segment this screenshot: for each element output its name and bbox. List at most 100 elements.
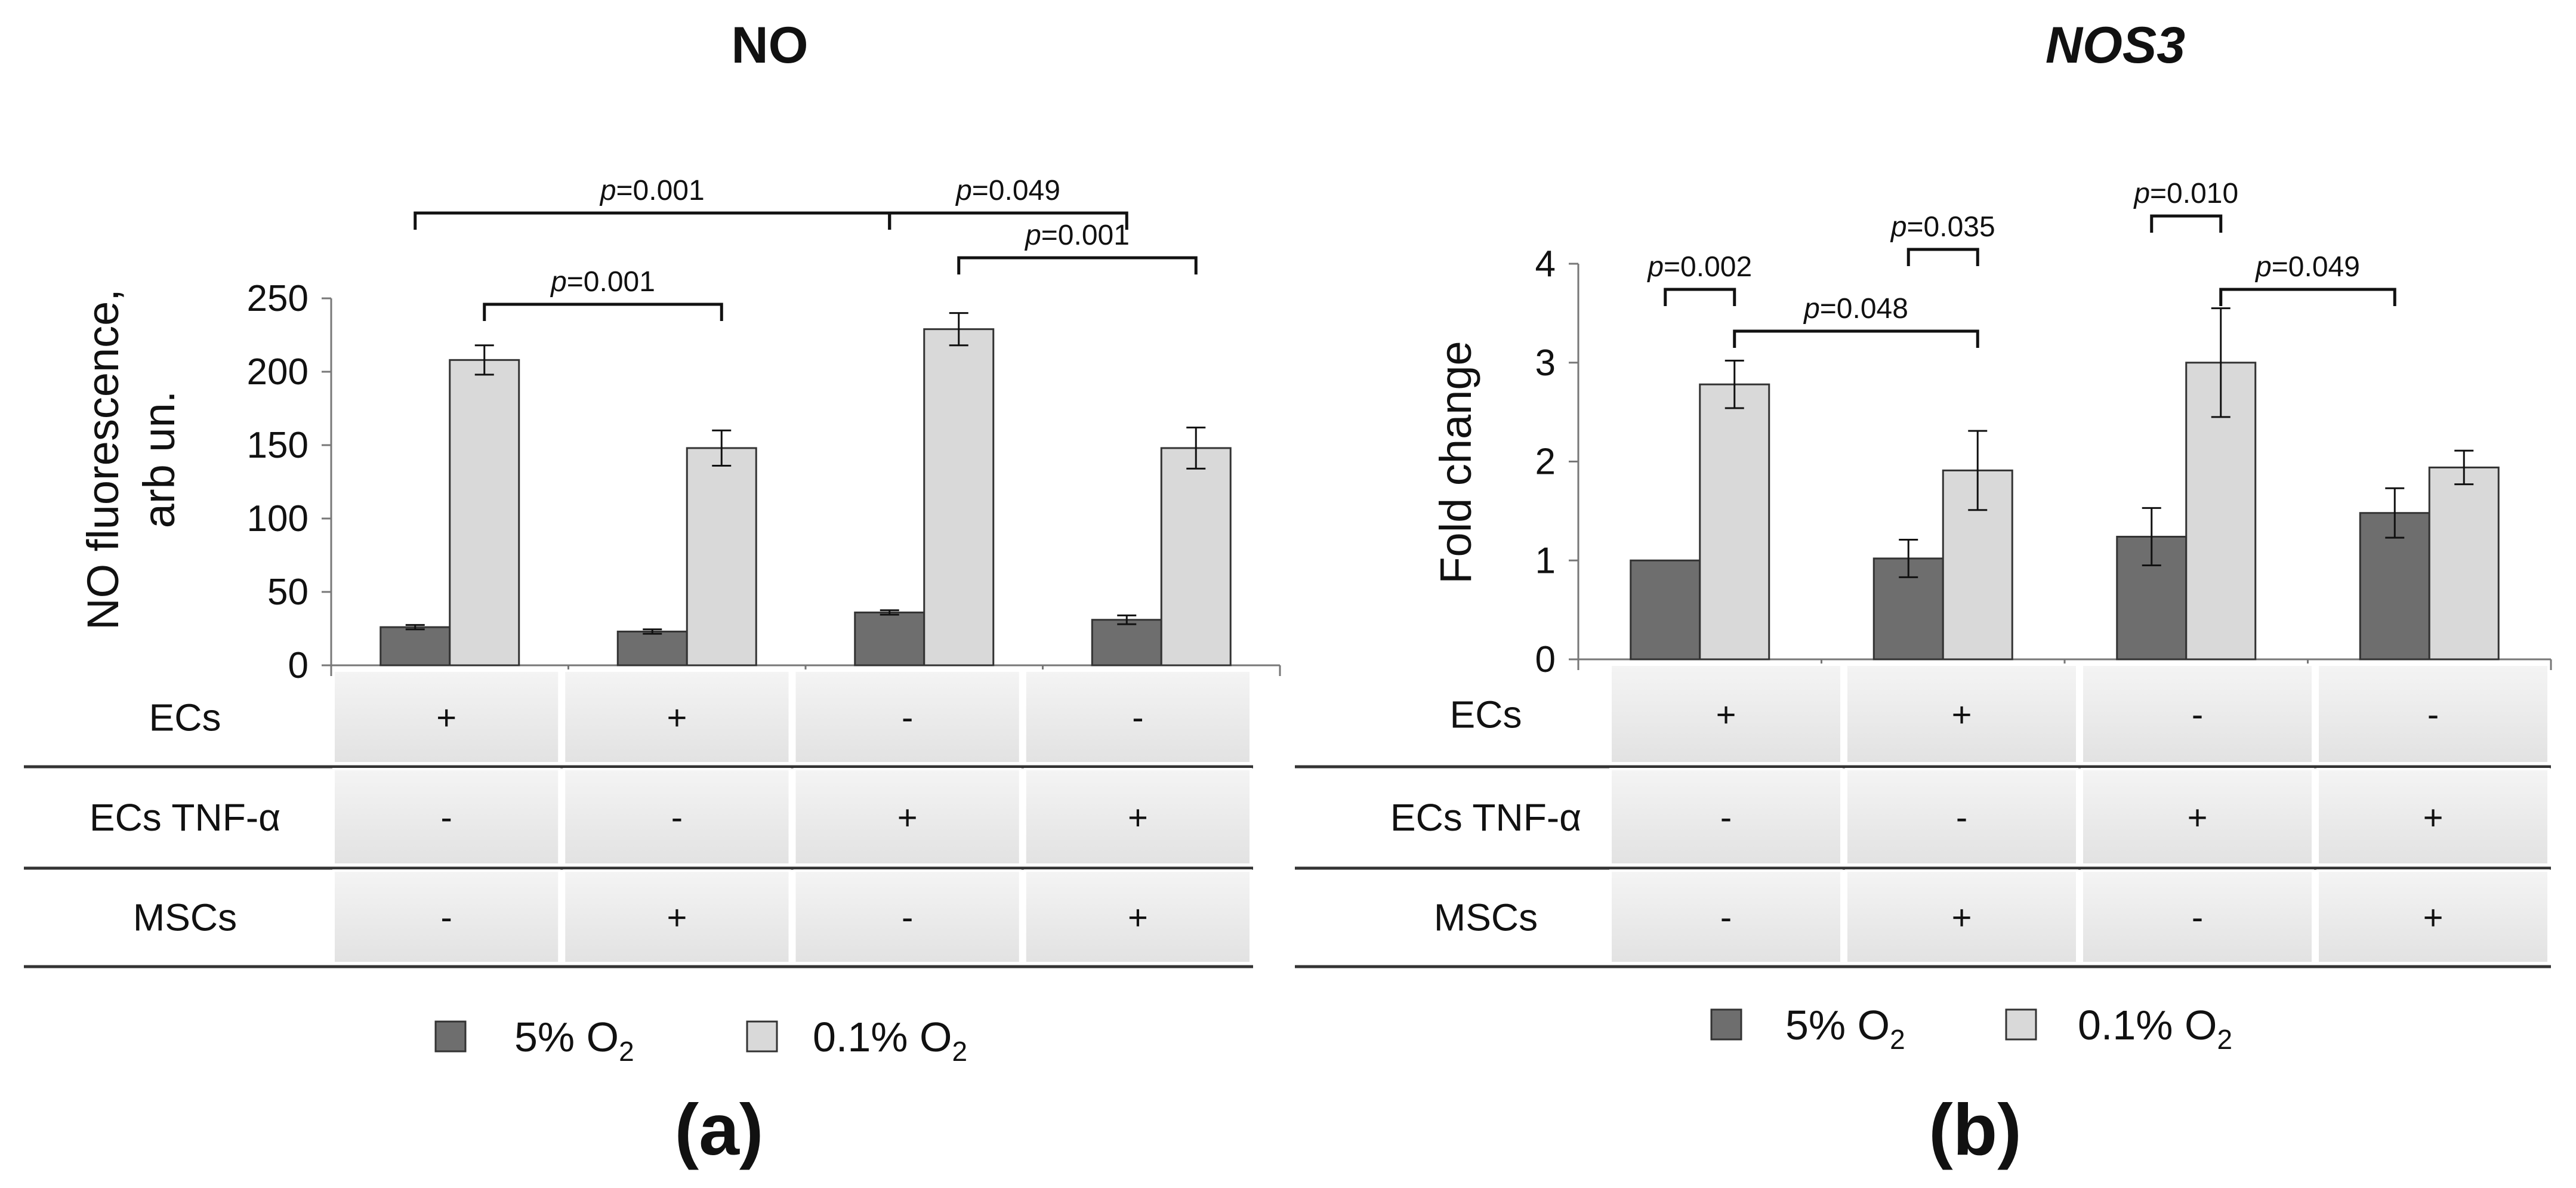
bar-01pct: [1699, 383, 1770, 661]
condition-mark: +: [2423, 798, 2444, 837]
y-tick-label: 150: [247, 425, 308, 466]
legend-label-01pct: 0.1% O2: [2078, 1002, 2232, 1055]
condition-mark: -: [1132, 699, 1143, 738]
significance-bracket: [2150, 214, 2223, 233]
y-tick-label: 250: [247, 278, 308, 319]
table-cell: [1609, 869, 1843, 964]
condition-mark: -: [902, 699, 913, 738]
significance-bracket: [1664, 288, 1736, 306]
legend-label-01pct: 0.1% O2: [813, 1014, 967, 1067]
bar-5pct: [1630, 559, 1701, 661]
row-label: MSCs: [133, 896, 237, 939]
legend-swatch-5pct: [434, 1020, 467, 1053]
table-cell: [563, 869, 791, 964]
significance-bracket: [483, 303, 723, 321]
condition-mark: +: [1716, 696, 1736, 735]
condition-mark: +: [1952, 899, 1972, 937]
legend-label-5pct: 5% O2: [514, 1014, 634, 1067]
y-tick-label: 0: [1535, 639, 1556, 680]
table-cell: [1845, 768, 2078, 866]
significance-bracket: [1733, 329, 1979, 348]
bar-5pct: [616, 630, 688, 666]
p-value-label: p=0.002: [1646, 251, 1752, 283]
p-value-label: p=0.035: [1890, 211, 1995, 243]
row-label: ECs TNF-α: [1390, 796, 1581, 839]
y-tick-label: 3: [1535, 342, 1556, 384]
table-cell: [2316, 768, 2550, 866]
legend: 5% O2 0.1% O2: [434, 1014, 967, 1067]
y-tick-label: 50: [267, 572, 308, 613]
p-value-label: p=0.001: [599, 175, 705, 206]
y-axis-label-line-2: arb un.: [134, 391, 184, 528]
table-cell: [793, 669, 1022, 764]
table-cell: [1023, 869, 1252, 964]
bar-01pct: [449, 359, 520, 666]
significance-bracket: [2219, 288, 2396, 306]
table-cell: [2316, 664, 2550, 764]
table-cell: [332, 869, 561, 964]
row-label: ECs: [1450, 693, 1522, 736]
condition-mark: +: [2188, 798, 2208, 837]
panel-a-no: NO NO fluorescence, arb un. 0 50 100 150 200…: [24, 17, 1281, 1170]
significance-bracket: [1906, 248, 1979, 266]
legend: 5% O2 0.1% O2: [1710, 1002, 2232, 1055]
p-value-label: p=0.049: [2254, 251, 2360, 283]
y-axis-label-line-1: NO fluorescence,: [78, 289, 128, 630]
y-tick-label: 2: [1535, 442, 1556, 483]
panel-label: (b): [1929, 1089, 2022, 1170]
condition-mark: -: [440, 899, 452, 937]
condition-mark: -: [1720, 798, 1732, 837]
condition-mark: -: [2427, 696, 2439, 735]
table-cell: [1609, 664, 1843, 764]
y-tick-label: 1: [1535, 540, 1556, 581]
condition-mark: -: [2192, 899, 2203, 937]
condition-table: ECs + + - - ECs TNF-α - - + + MSCs - + - +: [1295, 664, 2551, 968]
table-cell: [1023, 768, 1252, 866]
y-tick-label: 4: [1535, 243, 1556, 285]
condition-mark: -: [1720, 899, 1732, 937]
condition-mark: -: [2192, 696, 2203, 735]
table-cell: [332, 768, 561, 866]
condition-mark: +: [897, 798, 918, 837]
legend-swatch-5pct: [1710, 1008, 1742, 1041]
plot-area: 0 1 2 3 4 p=0.002 p=0.048 p=0.035 p=0.010 p=0.049: [1535, 178, 2552, 680]
table-cell: [563, 768, 791, 866]
significance-bracket: [957, 256, 1198, 274]
condition-mark: +: [2423, 899, 2444, 937]
condition-mark: -: [1956, 798, 1967, 837]
bar-5pct: [380, 626, 451, 666]
p-value-label: p=0.001: [550, 266, 655, 298]
bar-01pct: [2428, 466, 2500, 661]
bar-5pct: [1091, 619, 1162, 666]
condition-mark: +: [667, 899, 687, 937]
panel-label: (a): [674, 1089, 763, 1170]
condition-mark: -: [902, 899, 913, 937]
table-cell: [2081, 869, 2314, 964]
p-value-label: p=0.001: [1024, 220, 1130, 251]
p-value-label: p=0.048: [1803, 293, 1908, 325]
table-cell: [1845, 664, 2078, 764]
panel-b-nos3: NOS3 Fold change 0 1 2 3 4 p=0.002 p=0.048 p=0.…: [1295, 17, 2552, 1170]
condition-mark: +: [1952, 696, 1972, 735]
bar-01pct: [686, 447, 757, 666]
legend-swatch-01pct: [2005, 1008, 2037, 1041]
table-cell: [332, 669, 561, 764]
table-cell: [563, 669, 791, 764]
condition-mark: -: [440, 798, 452, 837]
bar-01pct: [1160, 447, 1232, 666]
condition-mark: +: [667, 699, 687, 738]
row-label: ECs TNF-α: [90, 796, 280, 839]
table-cell: [1609, 768, 1843, 866]
table-cell: [2081, 768, 2314, 866]
condition-mark: +: [1128, 899, 1148, 937]
condition-mark: -: [671, 798, 683, 837]
condition-mark: +: [1128, 798, 1148, 837]
plot-area: 0 50 100 150 200 250 p=0.001 p=0.049 p=0.001 p=0.…: [247, 175, 1281, 686]
y-tick-label: 0: [288, 645, 308, 686]
bar-5pct: [854, 611, 925, 666]
p-value-label: p=0.010: [2133, 178, 2238, 209]
chart-title: NO: [732, 17, 809, 74]
row-label: MSCs: [1434, 896, 1538, 939]
legend-swatch-01pct: [746, 1020, 778, 1053]
